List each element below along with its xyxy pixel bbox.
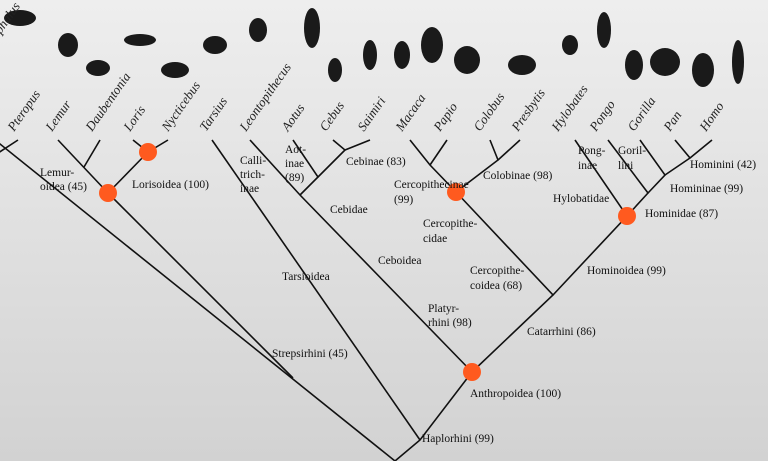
clade-label: Goril- xyxy=(618,145,646,157)
clade-label: coidea (68) xyxy=(470,280,522,292)
clade-label: inae xyxy=(578,160,597,172)
clade-label: Haplorhini (99) xyxy=(422,433,494,445)
clade-label: lini xyxy=(618,160,633,172)
branch xyxy=(497,139,521,161)
clade-label: Hominoidea (99) xyxy=(587,265,666,277)
clade-label: Pong- xyxy=(578,145,606,157)
clade-label: Catarrhini (86) xyxy=(527,326,596,338)
clade-label: Calli- xyxy=(240,155,266,167)
clade-label: Cercopithe- xyxy=(423,218,477,230)
clade-label: inae xyxy=(285,158,304,170)
silhouette xyxy=(86,60,110,76)
node-marker xyxy=(99,184,117,202)
clade-label: Cebidae xyxy=(330,204,368,216)
branches xyxy=(0,139,713,461)
clade-label: Lorisoidea (100) xyxy=(132,179,209,191)
clade-label: Cercopithecinae xyxy=(394,179,469,191)
clade-label: Strepsirhini (45) xyxy=(272,348,348,360)
silhouette xyxy=(203,36,227,54)
clade-label: Anthropoidea (100) xyxy=(470,388,561,400)
silhouette xyxy=(161,62,189,78)
clade-label: Colobinae (98) xyxy=(483,170,552,182)
branch xyxy=(689,139,713,159)
silhouette xyxy=(421,27,443,63)
clade-label: Platyr- xyxy=(428,303,459,315)
silhouette xyxy=(650,48,680,76)
silhouette xyxy=(597,12,611,48)
clade-label: trich- xyxy=(240,169,265,181)
clade-label: Homininae (99) xyxy=(670,183,743,195)
branch xyxy=(107,192,294,379)
clade-label: (99) xyxy=(394,194,413,206)
branch xyxy=(57,139,109,194)
silhouettes xyxy=(4,8,744,87)
silhouette xyxy=(562,35,578,55)
silhouette xyxy=(508,55,536,75)
branch xyxy=(344,139,371,151)
silhouette xyxy=(4,10,36,26)
silhouette xyxy=(732,40,744,84)
clade-label: Aot- xyxy=(285,144,306,156)
silhouette xyxy=(328,58,342,82)
clade-label: oidea (45) xyxy=(40,181,87,193)
silhouette xyxy=(363,40,377,70)
branch xyxy=(394,371,473,461)
silhouette xyxy=(58,33,78,57)
clade-label: (89) xyxy=(285,172,304,184)
node-marker xyxy=(447,183,465,201)
silhouette xyxy=(454,46,480,74)
node-marker xyxy=(618,207,636,225)
branch xyxy=(107,151,149,194)
clade-label: Cercopithe- xyxy=(470,265,524,277)
silhouette xyxy=(304,8,320,48)
clade-label: Tarsioidea xyxy=(282,271,330,283)
clade-label: rhini (98) xyxy=(428,317,472,329)
clade-label: Ceboidea xyxy=(378,255,421,267)
clade-label: Hominini (42) xyxy=(690,159,756,171)
node-marker xyxy=(463,363,481,381)
clade-label: cidae xyxy=(423,233,447,245)
clade-label: Hylobatidae xyxy=(553,193,609,205)
clade-label: Cebinae (83) xyxy=(346,156,406,168)
branch xyxy=(0,142,396,461)
node-markers xyxy=(99,143,636,381)
silhouette xyxy=(124,34,156,46)
clade-label: Lemur- xyxy=(40,167,74,179)
silhouette xyxy=(692,53,714,87)
branch xyxy=(211,139,421,441)
node-marker xyxy=(139,143,157,161)
branch xyxy=(429,139,448,166)
silhouette xyxy=(249,18,267,42)
clade-label: inae xyxy=(240,183,259,195)
branch xyxy=(83,139,101,168)
silhouette xyxy=(625,50,643,80)
branch xyxy=(0,139,19,153)
silhouette xyxy=(394,41,410,69)
clade-label: Hominidae (87) xyxy=(645,208,718,220)
